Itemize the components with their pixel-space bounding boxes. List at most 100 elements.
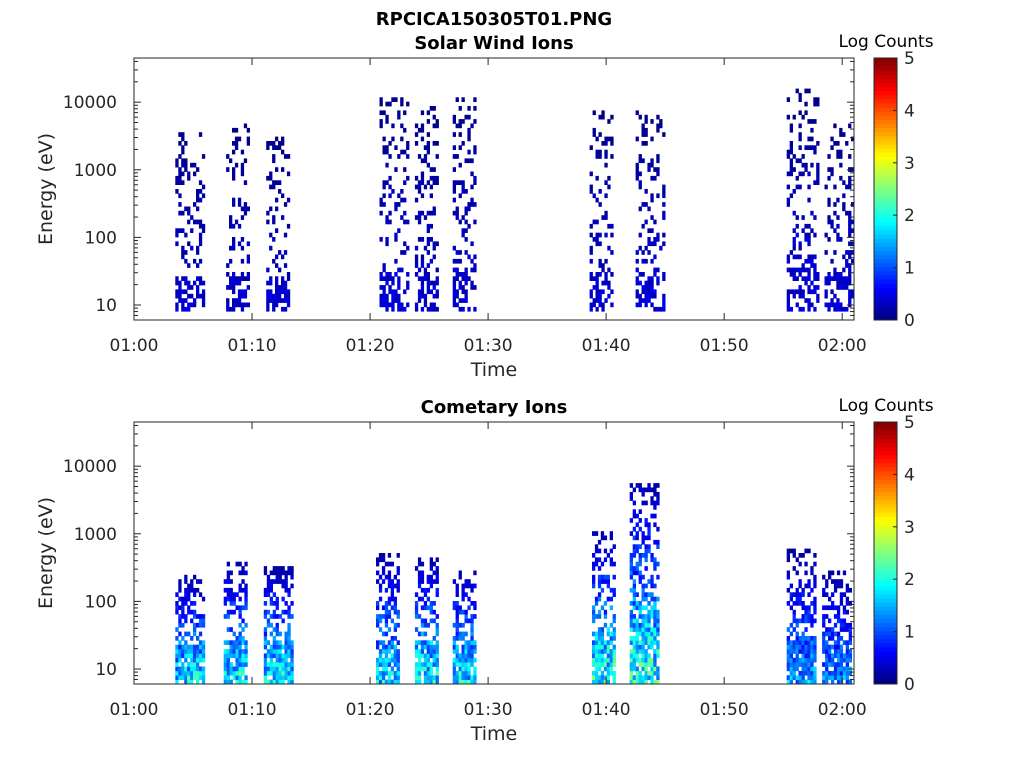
heatmap-cell <box>429 302 433 308</box>
heatmap-cell <box>607 175 611 181</box>
heatmap-cell <box>396 649 400 654</box>
heatmap-cell <box>455 293 459 299</box>
heatmap-cell <box>458 258 462 264</box>
heatmap-cell <box>641 662 645 667</box>
heatmap-cell <box>644 675 648 680</box>
heatmap-cell <box>266 298 270 303</box>
heatmap-cell <box>429 210 433 216</box>
heatmap-cell <box>452 258 456 264</box>
heatmap-cell <box>798 670 802 676</box>
heatmap-cell <box>473 583 477 589</box>
heatmap-cell <box>804 657 808 663</box>
heatmap-cell <box>287 636 291 641</box>
heatmap-cell <box>647 487 651 493</box>
heatmap-cell <box>659 119 663 124</box>
heatmap-cell <box>284 609 288 615</box>
heatmap-cell <box>604 258 608 264</box>
heatmap-cell <box>470 622 474 628</box>
heatmap-cell <box>638 184 642 190</box>
heatmap-cell <box>234 141 239 146</box>
heatmap-cell <box>641 649 645 654</box>
heatmap-cell <box>653 640 657 645</box>
heatmap-cell <box>290 649 294 654</box>
heatmap-cell <box>420 289 425 295</box>
heatmap-cell <box>606 649 610 654</box>
heatmap-cell <box>196 644 200 650</box>
heatmap-cell <box>234 280 239 286</box>
heatmap-cell <box>786 154 790 159</box>
heatmap-cell <box>435 631 439 637</box>
heatmap-cell <box>178 298 182 303</box>
heatmap-cell <box>632 627 636 632</box>
heatmap-cell <box>244 644 248 650</box>
heatmap-cell <box>813 561 817 567</box>
heatmap-cell <box>848 215 852 220</box>
colorbar-label: Log Counts <box>838 396 933 416</box>
heatmap-cell <box>426 237 430 242</box>
heatmap-cell <box>229 587 233 593</box>
heatmap-cell <box>601 141 605 146</box>
heatmap-cell <box>378 583 383 589</box>
heatmap-cell <box>455 123 459 129</box>
heatmap-cell <box>376 601 380 606</box>
heatmap-cell <box>287 627 291 632</box>
heatmap-cell <box>435 679 439 685</box>
heatmap-cell <box>609 535 613 541</box>
heatmap-cell <box>455 154 459 159</box>
heatmap-cell <box>420 587 425 593</box>
heatmap-cell <box>836 670 841 676</box>
heatmap-cell <box>647 631 651 637</box>
heatmap-cell <box>632 513 636 519</box>
heatmap-cell <box>833 644 838 650</box>
heatmap-cell <box>848 622 852 628</box>
heatmap-cell <box>592 219 596 225</box>
heatmap-cell <box>420 123 425 129</box>
heatmap-cell <box>600 579 605 584</box>
heatmap-cell <box>609 531 613 536</box>
heatmap-cell <box>789 127 793 133</box>
heatmap-cell <box>592 566 596 571</box>
heatmap-cell <box>423 662 428 667</box>
heatmap-cell <box>452 119 456 124</box>
heatmap-cell <box>813 97 817 102</box>
heatmap-cell <box>647 535 651 541</box>
heatmap-cell <box>241 566 245 571</box>
heatmap-cell <box>612 670 616 676</box>
heatmap-cell <box>467 657 471 663</box>
heatmap-cell <box>644 666 648 672</box>
heatmap-cell <box>831 670 835 676</box>
heatmap-cell <box>190 618 194 624</box>
colorbar-cell <box>874 242 897 247</box>
heatmap-cell <box>423 666 428 672</box>
heatmap-cell <box>387 640 392 645</box>
heatmap-cell <box>845 601 849 606</box>
heatmap-cell <box>241 605 245 611</box>
heatmap-cell <box>378 657 383 663</box>
heatmap-cell <box>598 289 602 295</box>
heatmap-cell <box>275 649 279 654</box>
heatmap-cell <box>828 675 832 680</box>
heatmap-cell <box>597 653 602 659</box>
heatmap-cell <box>426 250 430 255</box>
heatmap-cell <box>831 657 835 663</box>
heatmap-cell <box>381 675 386 680</box>
heatmap-cell <box>287 605 291 611</box>
heatmap-cell <box>789 123 793 129</box>
heatmap-cell <box>603 535 608 541</box>
heatmap-cell <box>414 302 419 308</box>
heatmap-cell <box>635 293 639 299</box>
heatmap-cell <box>810 679 814 685</box>
heatmap-cell <box>644 653 648 659</box>
heatmap-cell <box>229 627 233 632</box>
heatmap-cell <box>232 202 236 207</box>
heatmap-cell <box>429 649 433 654</box>
heatmap-cell <box>595 237 599 242</box>
heatmap-cell <box>244 675 248 680</box>
heatmap-cell <box>175 280 179 286</box>
heatmap-cell <box>833 579 838 584</box>
heatmap-cell <box>836 657 841 663</box>
heatmap-cell <box>403 197 407 203</box>
heatmap-cell <box>635 110 639 116</box>
heatmap-cell <box>650 215 654 220</box>
heatmap-cell <box>190 657 194 663</box>
